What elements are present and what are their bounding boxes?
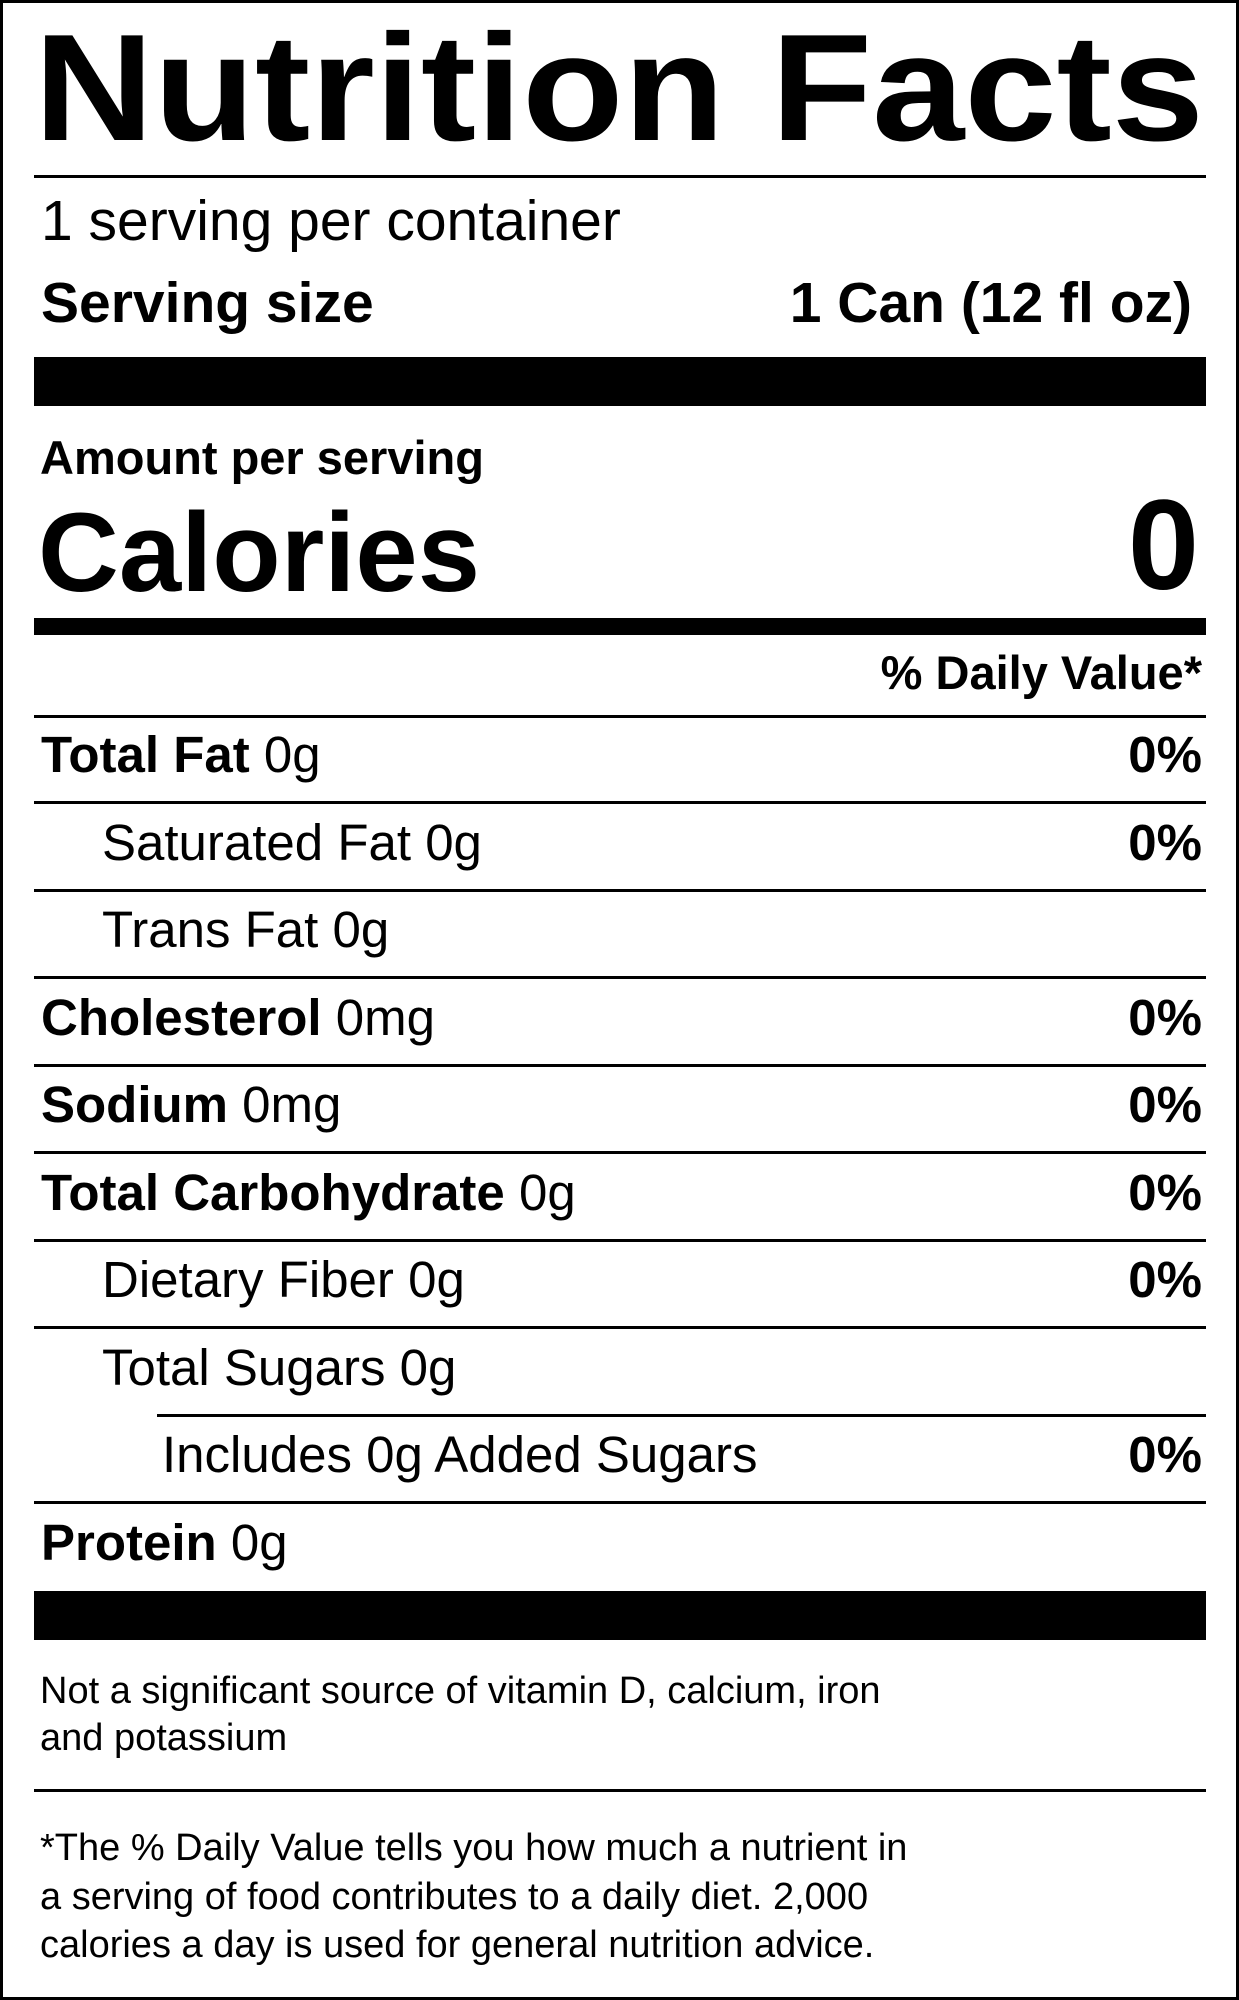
footnote-line: a serving of food contributes to a daily… bbox=[40, 1875, 869, 1918]
row-divider bbox=[34, 801, 1206, 804]
vitamins-note-line: Not a significant source of vitamin D, c… bbox=[40, 1670, 881, 1712]
nutrient-row: Total Fat 0g 0% bbox=[34, 717, 1206, 804]
row-divider bbox=[34, 1063, 1206, 1067]
nutrient-amount: 0mg bbox=[242, 1076, 342, 1133]
divider-thick bbox=[34, 1591, 1206, 1640]
nutrient-amount: 0g bbox=[425, 813, 482, 871]
nutrient-name: Trans Fat bbox=[102, 901, 319, 958]
nutrient-amount: 0g bbox=[230, 1513, 288, 1571]
calories-value: 0 bbox=[1127, 474, 1199, 617]
calories-label: Calories bbox=[38, 490, 480, 615]
nutrient-label: Sodium 0mg bbox=[41, 1075, 341, 1134]
nutrient-name: Cholesterol bbox=[41, 988, 322, 1046]
row-divider bbox=[34, 1238, 1206, 1242]
nutrient-label: Trans Fat 0g bbox=[102, 900, 389, 959]
divider-medium bbox=[34, 618, 1206, 635]
row-divider bbox=[34, 1326, 1206, 1329]
vitamins-note: Not a significant source of vitamin D, c… bbox=[40, 1668, 881, 1762]
nutrient-label: Total Sugars 0g bbox=[102, 1338, 456, 1397]
amount-per-serving: Amount per serving bbox=[40, 431, 484, 484]
nutrient-daily-value: 0% bbox=[1128, 988, 1202, 1046]
nutrient-name: Protein bbox=[41, 1513, 217, 1571]
nutrient-row: Saturated Fat 0g 0% bbox=[34, 805, 1206, 892]
row-divider bbox=[34, 1501, 1206, 1504]
servings-per-container: 1 serving per container bbox=[41, 189, 621, 253]
nutrient-row: Cholesterol 0mg 0% bbox=[34, 980, 1206, 1067]
nutrient-daily-value: 0% bbox=[1128, 1076, 1202, 1133]
serving-size-label: Serving size bbox=[41, 271, 374, 335]
nutrient-name: Includes 0g Added Sugars bbox=[162, 1426, 758, 1483]
title-text: Nutrition Facts bbox=[34, 20, 1204, 160]
nutrient-label: Total Carbohydrate 0g bbox=[41, 1163, 576, 1222]
nutrient-row: Sodium 0mg 0% bbox=[34, 1067, 1206, 1154]
nutrient-row: Total Carbohydrate 0g 0% bbox=[34, 1155, 1206, 1242]
nutrient-name: Dietary Fiber bbox=[102, 1251, 394, 1308]
footnote-line: *The % Daily Value tells you how much a … bbox=[40, 1827, 908, 1869]
serving-size-value: 1 Can (12 fl oz) bbox=[789, 271, 1192, 335]
nutrient-amount: 0g bbox=[263, 726, 321, 783]
nutrient-row: Protein 0g bbox=[34, 1505, 1206, 1592]
nutrient-row: Dietary Fiber 0g 0% bbox=[34, 1242, 1206, 1329]
nutrient-name: Saturated Fat bbox=[102, 813, 412, 871]
nutrient-amount: 0g bbox=[408, 1251, 465, 1308]
row-divider bbox=[34, 976, 1206, 979]
nutrient-label: Cholesterol 0mg bbox=[41, 988, 435, 1047]
nutrient-label: Dietary Fiber 0g bbox=[102, 1250, 465, 1309]
footnote: *The % Daily Value tells you how much a … bbox=[40, 1824, 907, 1970]
nutrient-daily-value: 0% bbox=[1128, 726, 1202, 783]
divider-thick bbox=[34, 357, 1206, 406]
nutrient-daily-value: 0% bbox=[1128, 1163, 1202, 1221]
divider-thin bbox=[34, 1789, 1206, 1792]
divider-thin bbox=[34, 175, 1206, 178]
nutrient-label: Total Fat 0g bbox=[41, 725, 321, 784]
row-divider bbox=[157, 1413, 1206, 1417]
vitamins-note-line: and potassium bbox=[40, 1717, 288, 1759]
nutrient-label: Protein 0g bbox=[41, 1513, 288, 1572]
nutrient-daily-value: 0% bbox=[1128, 813, 1202, 871]
nutrient-name: Total Sugars bbox=[102, 1338, 386, 1396]
nutrient-row: Total Sugars 0g bbox=[34, 1330, 1206, 1417]
nutrient-amount: 0mg bbox=[335, 988, 435, 1046]
nutrient-amount: 0g bbox=[399, 1338, 457, 1396]
divider-thin bbox=[34, 715, 1206, 718]
row-divider bbox=[34, 888, 1206, 892]
nutrient-row: Trans Fat 0g bbox=[34, 892, 1206, 979]
nutrient-daily-value: 0% bbox=[1128, 1426, 1202, 1483]
nutrient-name: Sodium bbox=[41, 1076, 228, 1133]
nutrient-label: Includes 0g Added Sugars bbox=[162, 1425, 757, 1484]
nutrient-name: Total Carbohydrate bbox=[41, 1163, 505, 1221]
row-divider bbox=[34, 1151, 1206, 1154]
nutrition-facts-title: Nutrition Facts bbox=[34, 20, 1204, 160]
nutrient-name: Total Fat bbox=[41, 726, 250, 783]
nutrient-row: Includes 0g Added Sugars 0% bbox=[34, 1417, 1206, 1504]
daily-value-header: % Daily Value* bbox=[880, 646, 1202, 699]
nutrient-amount: 0g bbox=[332, 901, 390, 958]
nutrient-daily-value: 0% bbox=[1128, 1251, 1202, 1308]
footnote-line: calories a day is used for general nutri… bbox=[40, 1924, 875, 1966]
nutrient-label: Saturated Fat 0g bbox=[102, 813, 482, 872]
nutrient-amount: 0g bbox=[518, 1163, 576, 1221]
